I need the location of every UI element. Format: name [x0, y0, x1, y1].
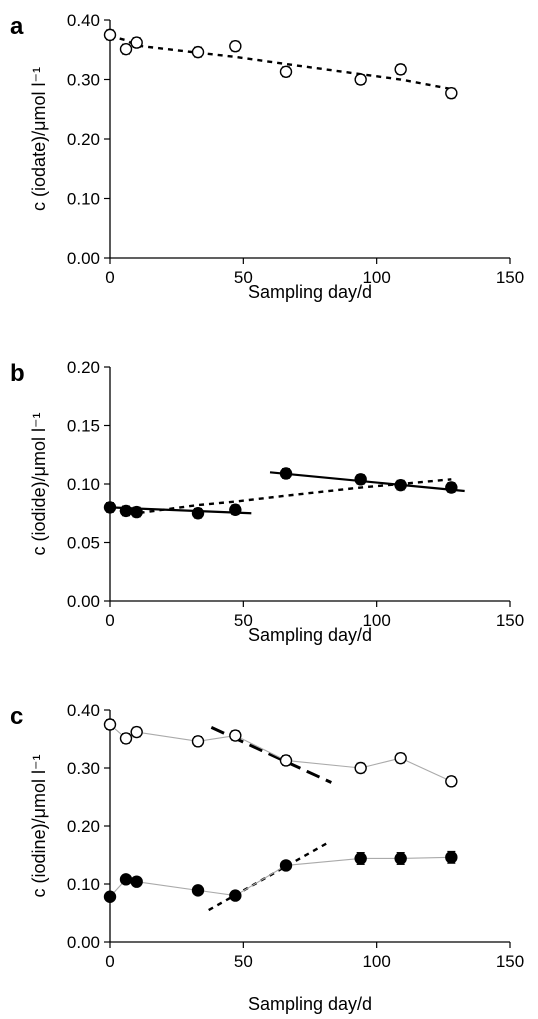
data-point-open [279, 65, 293, 78]
data-point-open [354, 73, 367, 86]
y-axis-title: c (iodine)/μmol l⁻¹ [29, 755, 49, 898]
data-point-filled [279, 467, 293, 480]
data-point-open [130, 36, 143, 49]
trend-line-dotted [208, 841, 330, 912]
data-point-open [445, 86, 458, 100]
x-tick-label: 150 [496, 611, 524, 630]
panel-a: a 0.00 0.10 0.20 0.30 0.40 0 50 100 150 Sampling d… [10, 11, 524, 302]
data-point-open [191, 45, 205, 59]
x-tick-label: 100 [362, 268, 390, 287]
data-point-filled [394, 852, 407, 865]
panel-letter: c [10, 703, 23, 730]
y-tick-label: 0.20 [67, 130, 100, 149]
x-tick-label: 0 [105, 952, 114, 971]
data-point-open [445, 775, 458, 788]
x-axis-title: Sampling day/d [248, 994, 372, 1014]
x-tick-label: 150 [496, 268, 524, 287]
data-point-open [229, 39, 242, 53]
y-tick-label: 0.20 [67, 358, 100, 377]
data-point-filled [130, 505, 143, 519]
data-point-open [229, 729, 242, 742]
y-axis-title: c (iodide)/μmol l⁻¹ [29, 413, 49, 556]
data-point-filled [119, 504, 133, 518]
data-point-open [103, 718, 117, 731]
trend-line-solid [269, 471, 465, 493]
data-point-filled [229, 889, 242, 902]
x-tick-label: 150 [496, 952, 524, 971]
x-axis-title: Sampling day/d [248, 282, 372, 302]
data-point-open [394, 63, 407, 76]
y-tick-label: 0.15 [67, 417, 100, 436]
y-tick-label: 0.30 [67, 759, 100, 778]
data-point-open [394, 751, 407, 765]
data-point-filled [130, 875, 143, 888]
panel-letter: a [10, 13, 24, 40]
x-tick-label: 50 [234, 952, 253, 971]
data-point-filled [103, 501, 117, 514]
data-point-open [354, 761, 367, 775]
y-tick-label: 0.40 [67, 701, 100, 720]
y-tick-label: 0.30 [67, 71, 100, 90]
x-tick-label: 50 [234, 611, 253, 630]
x-tick-label: 0 [105, 268, 114, 287]
y-tick-label: 0.05 [67, 534, 100, 553]
data-point-filled [445, 851, 458, 864]
data-point-open [279, 754, 293, 767]
x-axis-title: Sampling day/d [248, 625, 372, 645]
data-point-open [191, 735, 205, 748]
x-tick-label: 100 [362, 952, 390, 971]
data-point-open [119, 42, 133, 56]
panel-b: b 0.00 0.05 0.10 0.15 0.20 0 50 100 150 Sampling d… [10, 358, 524, 645]
y-tick-label: 0.10 [67, 875, 100, 894]
trend-line-dotted [109, 34, 452, 91]
data-point-filled [445, 481, 458, 494]
x-tick-label: 0 [105, 611, 114, 630]
data-point-open [103, 28, 117, 42]
trend-line-dotted [109, 478, 452, 515]
panel-c: c 0.00 0.10 0.20 0.30 0.40 0 50 100 150 Sampling d… [10, 701, 524, 1014]
data-point-filled [354, 473, 367, 486]
panel-letter: b [10, 360, 25, 387]
data-point-filled [119, 873, 133, 886]
data-point-filled [191, 884, 205, 897]
y-tick-label: 0.00 [67, 592, 100, 611]
x-tick-label: 100 [362, 611, 390, 630]
data-point-filled [279, 859, 293, 872]
y-tick-label: 0.40 [67, 11, 100, 30]
data-point-filled [354, 852, 367, 865]
data-point-filled [229, 503, 242, 516]
y-tick-label: 0.20 [67, 817, 100, 836]
y-tick-label: 0.10 [67, 475, 100, 494]
data-point-filled [394, 478, 407, 492]
x-tick-label: 50 [234, 268, 253, 287]
data-point-filled [103, 890, 117, 903]
data-point-filled [191, 507, 205, 520]
y-axis-title: c (iodate)/μmol l⁻¹ [29, 67, 49, 211]
data-point-open [119, 732, 133, 745]
y-tick-label: 0.00 [67, 249, 100, 268]
y-tick-label: 0.00 [67, 933, 100, 952]
y-tick-label: 0.10 [67, 190, 100, 209]
data-point-open [130, 725, 143, 739]
